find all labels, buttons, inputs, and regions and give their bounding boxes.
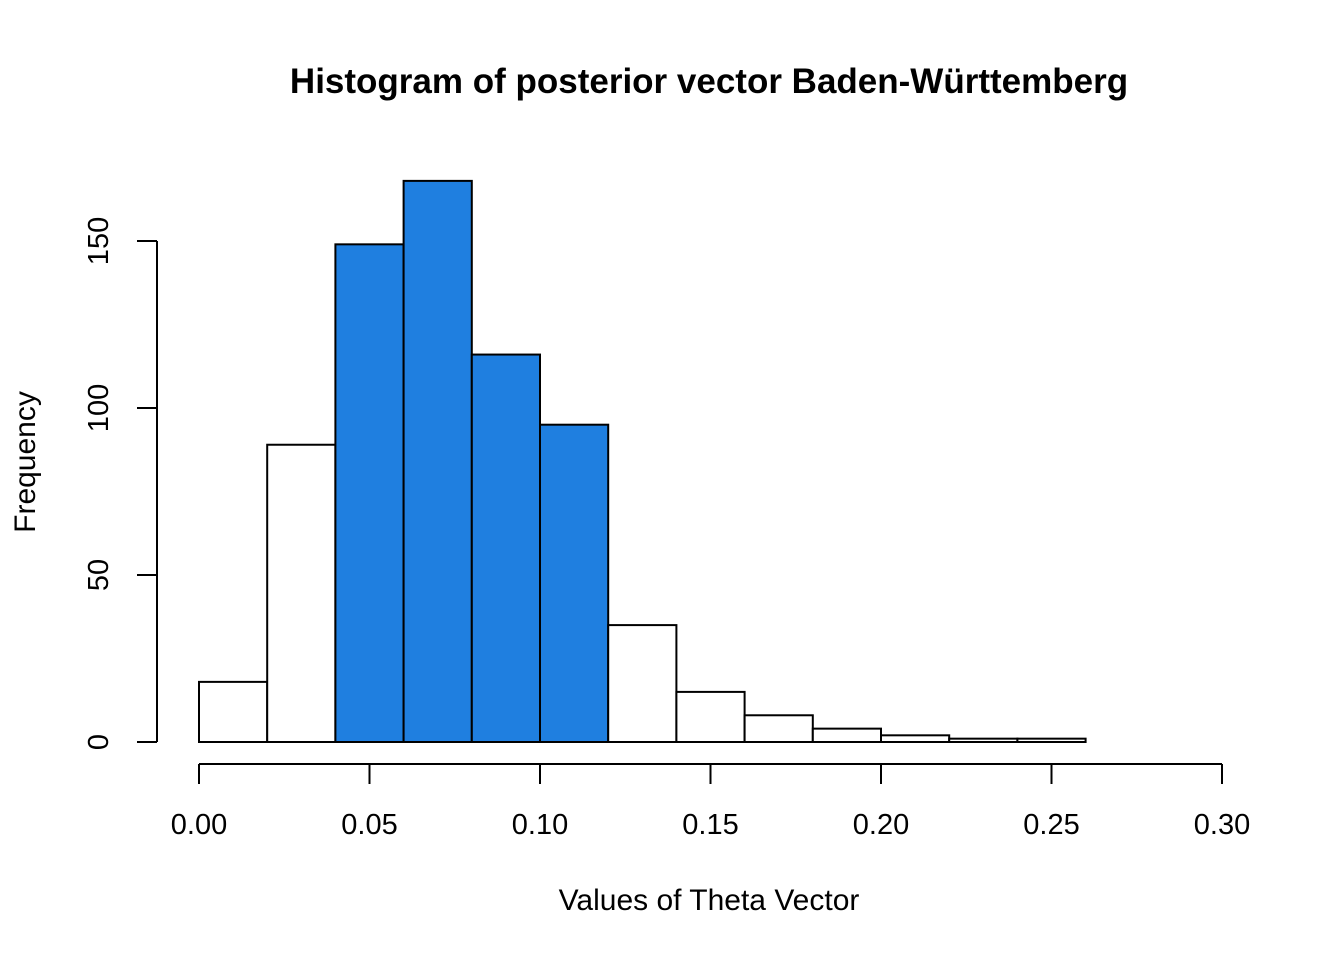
x-tick-label: 0.30 <box>1194 809 1250 841</box>
x-axis-label: Values of Theta Vector <box>559 884 860 917</box>
x-tick-label: 0.25 <box>1023 809 1079 841</box>
histogram-bar <box>675 690 746 744</box>
histogram-bar <box>266 443 337 743</box>
histogram-bar <box>334 243 405 743</box>
y-tick-label: 150 <box>83 217 115 265</box>
chart-title: Histogram of posterior vector Baden-Würt… <box>290 62 1128 101</box>
y-tick-label: 0 <box>83 734 115 750</box>
y-tick-label: 100 <box>83 384 115 432</box>
histogram-bar <box>402 179 473 743</box>
y-tick-label: 50 <box>83 559 115 591</box>
histogram-bar <box>743 714 814 744</box>
histogram-bar <box>948 737 1019 743</box>
bars-group <box>198 179 1087 744</box>
histogram-bar <box>880 734 951 744</box>
y-axis: 0 50 100 150 <box>83 217 158 750</box>
x-axis: 0.00 0.05 0.10 0.15 0.20 0.25 0.30 <box>171 763 1250 841</box>
x-tick-label: 0.15 <box>682 809 738 841</box>
histogram-bar <box>539 423 610 743</box>
histogram-bar <box>1016 737 1087 743</box>
x-tick-label: 0.05 <box>341 809 397 841</box>
x-tick-label: 0.10 <box>512 809 568 841</box>
x-tick-label: 0.20 <box>853 809 909 841</box>
histogram-bar <box>470 353 541 743</box>
histogram-bar <box>607 624 678 743</box>
y-axis-label: Frequency <box>9 391 42 533</box>
x-tick-label: 0.00 <box>171 809 227 841</box>
histogram-bar <box>811 727 882 744</box>
histogram-bar <box>198 680 269 744</box>
